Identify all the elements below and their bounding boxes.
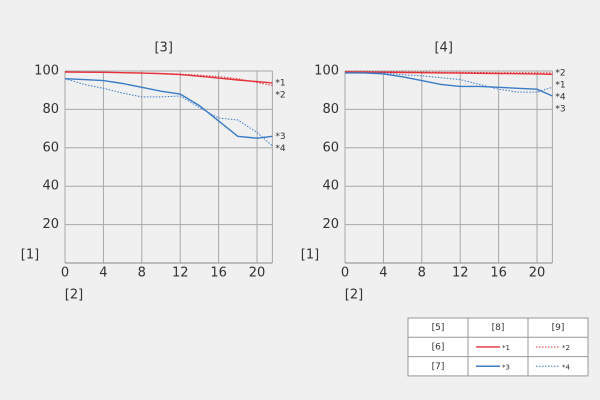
series-line	[345, 72, 553, 97]
series-label: *3	[275, 132, 285, 142]
y-tick-label: 100	[314, 64, 339, 79]
series-label: *2	[555, 68, 565, 78]
series-label: *1	[555, 80, 565, 90]
legend-label: *3	[502, 363, 510, 371]
y-tick-label: 80	[322, 102, 339, 117]
x-tick-label: 4	[379, 266, 387, 281]
chart-title: [4]	[434, 41, 452, 56]
table-header: [8]	[492, 323, 505, 333]
y-tick-label: 20	[42, 217, 59, 232]
x-tick-label: 4	[99, 266, 107, 281]
chart-title: [3]	[154, 41, 172, 56]
legend-label: *4	[562, 363, 571, 371]
x-tick-label: 12	[172, 266, 189, 281]
x-tick-label: 16	[210, 266, 227, 281]
x-tick-label: 16	[490, 266, 507, 281]
y-tick-label: 60	[322, 140, 339, 155]
y-tick-label: 40	[322, 179, 339, 194]
series-label: *1	[275, 78, 285, 88]
table-header: [5]	[432, 323, 445, 333]
series-line	[344, 71, 553, 75]
y-tick-label: 100	[34, 64, 59, 79]
series-label: *4	[275, 144, 286, 154]
series-line	[64, 71, 273, 86]
x-tick-label: 0	[341, 266, 349, 281]
series-label: *2	[275, 90, 285, 100]
x-tick-label: 8	[138, 266, 146, 281]
x-tick-label: 12	[452, 266, 469, 281]
y-tick-label: 20	[322, 217, 339, 232]
legend-label: *2	[562, 344, 570, 352]
table-row-label: [6]	[432, 342, 445, 352]
series-line	[64, 78, 273, 139]
y-axis-label: [1]	[21, 248, 39, 263]
y-tick-label: 80	[42, 102, 59, 117]
series-line	[345, 72, 553, 93]
x-tick-label: 20	[529, 266, 546, 281]
y-tick-label: 40	[42, 179, 59, 194]
y-axis-label: [1]	[301, 248, 319, 263]
table-header: [9]	[552, 323, 565, 333]
x-tick-label: 0	[61, 266, 69, 281]
series-line	[64, 71, 273, 84]
x-axis-label: [2]	[65, 288, 83, 303]
x-axis-label: [2]	[345, 288, 363, 303]
legend-label: *1	[502, 344, 510, 352]
series-label: *3	[555, 104, 565, 114]
table-row-label: [7]	[432, 362, 445, 372]
x-tick-label: 20	[249, 266, 266, 281]
x-tick-label: 8	[418, 266, 426, 281]
y-tick-label: 60	[42, 140, 59, 155]
series-line	[64, 78, 273, 147]
series-line	[345, 70, 553, 74]
series-label: *4	[555, 92, 566, 102]
